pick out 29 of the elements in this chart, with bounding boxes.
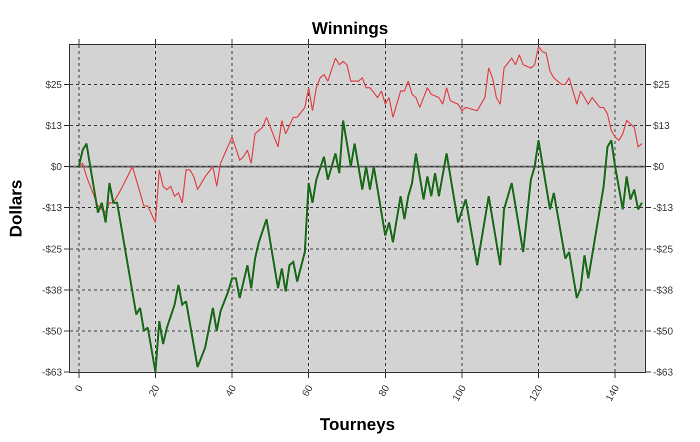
line-series bbox=[78, 46, 643, 224]
y-tick-label: -$25 bbox=[42, 244, 62, 256]
y-tick-label: -$38 bbox=[42, 285, 62, 296]
x-tick-label: 120 bbox=[528, 383, 546, 404]
x-tick-label: 0 bbox=[73, 383, 86, 394]
y2-tick-label: $25 bbox=[653, 80, 670, 91]
x-tick-label: 60 bbox=[300, 383, 316, 399]
y2-tick-label: -$50 bbox=[653, 326, 674, 338]
y-tick-label: $0 bbox=[50, 162, 62, 174]
y2-tick-label: -$63 bbox=[653, 368, 674, 378]
y2-tick-label: -$25 bbox=[653, 244, 674, 256]
y2-tick-label: -$13 bbox=[653, 203, 674, 214]
y-tick-label: -$63 bbox=[42, 368, 62, 378]
x-tick-label: 20 bbox=[147, 383, 163, 399]
x-tick-label: 40 bbox=[224, 383, 240, 399]
y-tick-label: $25 bbox=[45, 80, 62, 91]
y-tick-label: -$50 bbox=[42, 326, 62, 338]
y2-tick-label: -$38 bbox=[653, 285, 674, 296]
y-axis-title: Dollars bbox=[6, 180, 26, 238]
line-series bbox=[78, 120, 643, 372]
x-tick-label: 100 bbox=[450, 383, 470, 404]
x-axis-title: Tourneys bbox=[320, 414, 396, 434]
y2-tick-label: $13 bbox=[653, 121, 670, 132]
y-tick-label: $13 bbox=[45, 121, 62, 132]
x-tick-label: 80 bbox=[377, 383, 392, 399]
x-tick-label: 140 bbox=[604, 383, 622, 404]
y-tick-label: -$13 bbox=[42, 203, 62, 214]
chart-title: Winnings bbox=[312, 19, 388, 38]
y2-tick-label: $0 bbox=[653, 162, 665, 174]
